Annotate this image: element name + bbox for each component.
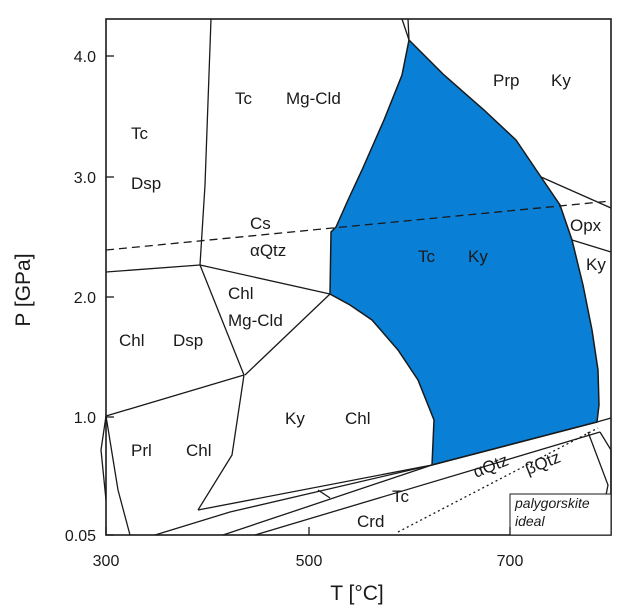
y-tick-label: 2.0 bbox=[74, 290, 96, 307]
field-label-mg-cld: Mg-Cld bbox=[228, 311, 283, 330]
palygorskite-box bbox=[509, 493, 612, 536]
field-label-beta-qtz: βQtz bbox=[522, 448, 563, 479]
field-label-tc: Tc bbox=[418, 247, 436, 266]
palygorskite-label: palygorskite bbox=[514, 495, 590, 511]
y-tick-label: 3.0 bbox=[74, 170, 96, 187]
y-tick-label: 0.05 bbox=[65, 528, 96, 545]
x-tick-label: 700 bbox=[497, 553, 524, 570]
y-axis-title: P [GPa] bbox=[12, 253, 35, 326]
coesite-quartz-transition bbox=[105, 200, 612, 251]
y-tick-label: 1.0 bbox=[74, 410, 96, 427]
field-label-opx: Opx bbox=[570, 216, 602, 235]
field-label-ky: Ky bbox=[586, 255, 606, 274]
palygorskite-sublabel: ideal bbox=[515, 513, 545, 529]
field-label-ky: Ky bbox=[285, 409, 305, 428]
field-label-chl: Chl bbox=[186, 441, 212, 460]
y-tick-label: 4.0 bbox=[74, 49, 96, 66]
tc-ky-stability-field bbox=[329, 38, 600, 466]
field-label-alpha-qtz: αQtz bbox=[250, 241, 286, 260]
field-label-chl: Chl bbox=[345, 409, 371, 428]
field-label-tc: Tc bbox=[235, 89, 253, 108]
field-label-cs: Cs bbox=[250, 214, 271, 233]
field-label-prl: Prl bbox=[131, 441, 152, 460]
field-label-crd: Crd bbox=[357, 512, 384, 531]
tick-marks bbox=[105, 55, 511, 536]
field-label-dsp: Dsp bbox=[173, 331, 203, 350]
field-label-chl: Chl bbox=[228, 284, 254, 303]
field-label-ky: Ky bbox=[468, 247, 488, 266]
x-tick-label: 500 bbox=[296, 553, 323, 570]
phase-boundaries bbox=[100, 18, 612, 536]
field-label-chl: Chl bbox=[119, 331, 145, 350]
field-label-dsp: Dsp bbox=[131, 174, 161, 193]
field-label-ky: Ky bbox=[551, 71, 571, 90]
field-label-prp: Prp bbox=[493, 71, 519, 90]
field-label-mg-cld: Mg-Cld bbox=[286, 89, 341, 108]
x-tick-label: 300 bbox=[93, 553, 120, 570]
x-axis-title: T [°C] bbox=[330, 582, 384, 605]
plot-frame bbox=[105, 18, 612, 536]
field-label-tc: Tc bbox=[131, 124, 149, 143]
field-label-tc: Tc bbox=[392, 487, 410, 506]
